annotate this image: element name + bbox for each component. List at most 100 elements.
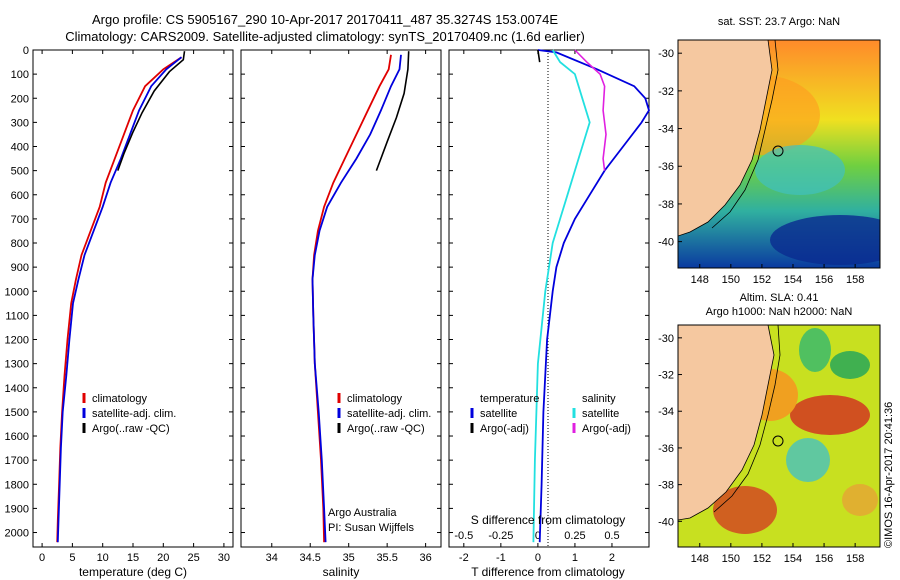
legend-label-sal-satellite: satellite: [582, 408, 619, 420]
latitude-tick-label: -36: [658, 443, 674, 455]
sla-coastline-land: [678, 325, 775, 521]
sla-map-title2: Argo h1000: NaN h2000: NaN: [706, 306, 853, 318]
depth-tick-label: 1800: [5, 479, 29, 491]
sla-shelf-contour: [713, 325, 781, 513]
sst-coastline-land: [678, 40, 773, 237]
figure-title-line2: Climatology: CARS2009. Satellite-adjuste…: [65, 29, 585, 44]
x-tick-label: 30: [218, 552, 230, 564]
x-tick-label: 34: [266, 552, 278, 564]
legend-header-salinity: salinity: [582, 393, 616, 405]
latitude-tick-label: -38: [658, 199, 674, 211]
longitude-tick-label: 156: [815, 274, 833, 286]
temperature-axis-label: temperature (deg C): [79, 565, 187, 579]
temperature-profile-panel: 0100200300400500600700800900100011001200…: [5, 45, 234, 579]
latitude-tick-label: -34: [658, 124, 674, 136]
depth-tick-label: 1700: [5, 455, 29, 467]
longitude-tick-label: 154: [784, 553, 802, 565]
depth-tick-label: 100: [11, 69, 29, 81]
longitude-tick-label: 158: [846, 274, 864, 286]
salinity-annotation-line1: Argo Australia: [328, 507, 397, 519]
depth-tick-label: 200: [11, 93, 29, 105]
x-tick-label: 10: [97, 552, 109, 564]
depth-tick-label: 600: [11, 190, 29, 202]
sla-latitude-axis: -30 -32 -34 -36 -38 -40: [658, 333, 682, 528]
x-tick-label: 2: [609, 552, 615, 564]
latitude-tick-label: -32: [658, 86, 674, 98]
legend-label-climatology: climatology: [347, 393, 403, 405]
x-tick-label: 35: [343, 552, 355, 564]
series-line-temperature-satellite: [537, 49, 650, 543]
depth-tick-label: 800: [11, 238, 29, 250]
sla-longitude-axis: 148 150 152 154 156 158: [691, 543, 864, 565]
sla-low-3: [786, 438, 830, 482]
latitude-tick-label: -36: [658, 161, 674, 173]
latitude-tick-label: -30: [658, 333, 674, 345]
depth-tick-label: 400: [11, 142, 29, 154]
temperature-series: [56, 51, 186, 543]
sla-high-4: [842, 484, 878, 516]
x-tick-label: -1: [496, 552, 506, 564]
x-tick-label: 35.5: [376, 552, 397, 564]
temperature-legend: climatology satellite-adj. clim. Argo(..…: [82, 393, 176, 435]
difference-x-axis: -2 -1 0 1 2: [459, 50, 615, 564]
depth-tick-label: 700: [11, 214, 29, 226]
salinity-depth-ticks: [241, 49, 441, 534]
latitude-tick-label: -34: [658, 406, 674, 418]
depth-tick-label: 2000: [5, 528, 29, 540]
series-line-temperature-argo-adj: [537, 49, 541, 63]
sst-cold-water: [770, 215, 880, 265]
longitude-tick-label: 158: [846, 553, 864, 565]
temperature-difference-axis-label: T difference from climatology: [471, 565, 625, 579]
sst-map-frame: [677, 39, 881, 269]
depth-tick-label: 900: [11, 262, 29, 274]
longitude-tick-label: 150: [722, 553, 740, 565]
legend-label-satellite: satellite-adj. clim.: [92, 408, 176, 420]
sst-eddy: [755, 145, 845, 195]
legend-label-sal-argo: Argo(-adj): [582, 423, 631, 435]
sla-low-1: [799, 328, 831, 372]
salinity-difference-axis-label: S difference from climatology: [471, 513, 626, 527]
longitude-tick-label: 148: [691, 274, 709, 286]
x-tick-label: 34.5: [300, 552, 321, 564]
sst-longitude-axis: 148 150 152 154 156 158: [691, 264, 864, 286]
sla-low-2: [830, 351, 870, 379]
legend-header-temperature: temperature: [480, 393, 539, 405]
x-tick-label: 0: [39, 552, 45, 564]
salinity-axes-box: [240, 49, 442, 548]
salinity-x-axis: 34 34.5 35 35.5 36: [266, 50, 432, 564]
latitude-tick-label: -40: [658, 516, 674, 528]
argo-float-marker: [772, 145, 784, 157]
salinity-axis-label: salinity: [323, 565, 360, 579]
x-tick-label: 36: [419, 552, 431, 564]
legend-label-satellite: satellite-adj. clim.: [347, 408, 431, 420]
difference-legend: temperature satellite Argo(-adj) salinit…: [470, 393, 631, 435]
difference-depth-ticks: [449, 49, 649, 534]
sst-map-title: sat. SST: 23.7 Argo: NaN: [718, 16, 840, 28]
sla-map: Altim. SLA: 0.41 Argo h1000: NaN h2000: …: [658, 292, 881, 565]
latitude-tick-label: -32: [658, 370, 674, 382]
series-line-argo-raw-qc: [375, 51, 410, 171]
latitude-tick-label: -40: [658, 237, 674, 249]
series-line-salinity-satellite: [532, 49, 591, 543]
depth-tick-label: 1100: [5, 310, 29, 322]
x-tick-label: 5: [69, 552, 75, 564]
difference-profile-panel: -2 -1 0 1 2 -0.5 -0.25 0 0.25 0.5 S difference f…: [448, 49, 650, 579]
depth-axis: 0 100 200 300 400 500 600 700 800 900 1000 1100 1200…: [5, 45, 233, 540]
x-tick-label: 15: [127, 552, 139, 564]
x-tick-label: 25: [187, 552, 199, 564]
x2-tick-label: 0: [535, 530, 541, 542]
figure-title-line1: Argo profile: CS 5905167_290 10-Apr-2017…: [92, 12, 558, 27]
legend-label-argo: Argo(..raw -QC): [92, 423, 170, 435]
series-line-salinity-argo-adj: [574, 49, 607, 171]
sla-map-frame: [677, 324, 881, 548]
difference-axes-box: [448, 49, 650, 548]
depth-tick-label: 1900: [5, 503, 29, 515]
salinity-annotation-line2: PI: Susan Wijffels: [328, 522, 414, 534]
latitude-tick-label: -30: [658, 48, 674, 60]
series-line-climatology: [311, 54, 392, 543]
sst-map: sat. SST: 23.7 Argo: NaN 148 150 152 154 156…: [658, 16, 881, 286]
x-tick-label: 1: [572, 552, 578, 564]
sst-latitude-axis: -30 -32 -34 -36 -38 -40: [658, 48, 682, 249]
argo-float-marker: [772, 435, 784, 447]
